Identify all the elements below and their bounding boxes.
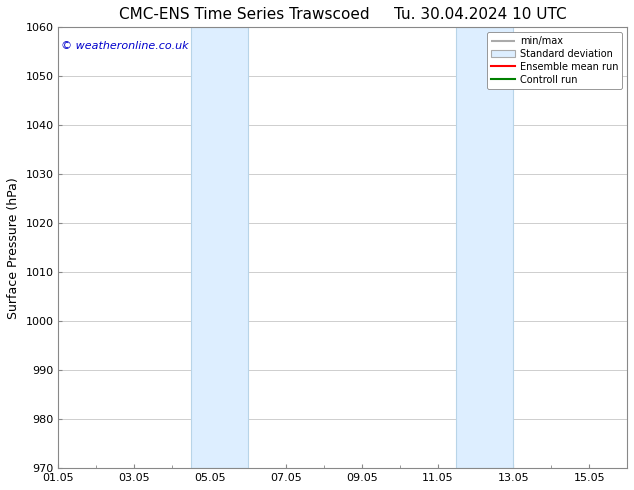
Text: © weatheronline.co.uk: © weatheronline.co.uk: [61, 41, 189, 50]
Bar: [456, 27, 514, 468]
Bar: [191, 27, 248, 468]
Title: CMC-ENS Time Series Trawscoed     Tu. 30.04.2024 10 UTC: CMC-ENS Time Series Trawscoed Tu. 30.04.…: [119, 7, 567, 22]
Legend: min/max, Standard deviation, Ensemble mean run, Controll run: min/max, Standard deviation, Ensemble me…: [487, 32, 622, 89]
Y-axis label: Surface Pressure (hPa): Surface Pressure (hPa): [7, 177, 20, 318]
